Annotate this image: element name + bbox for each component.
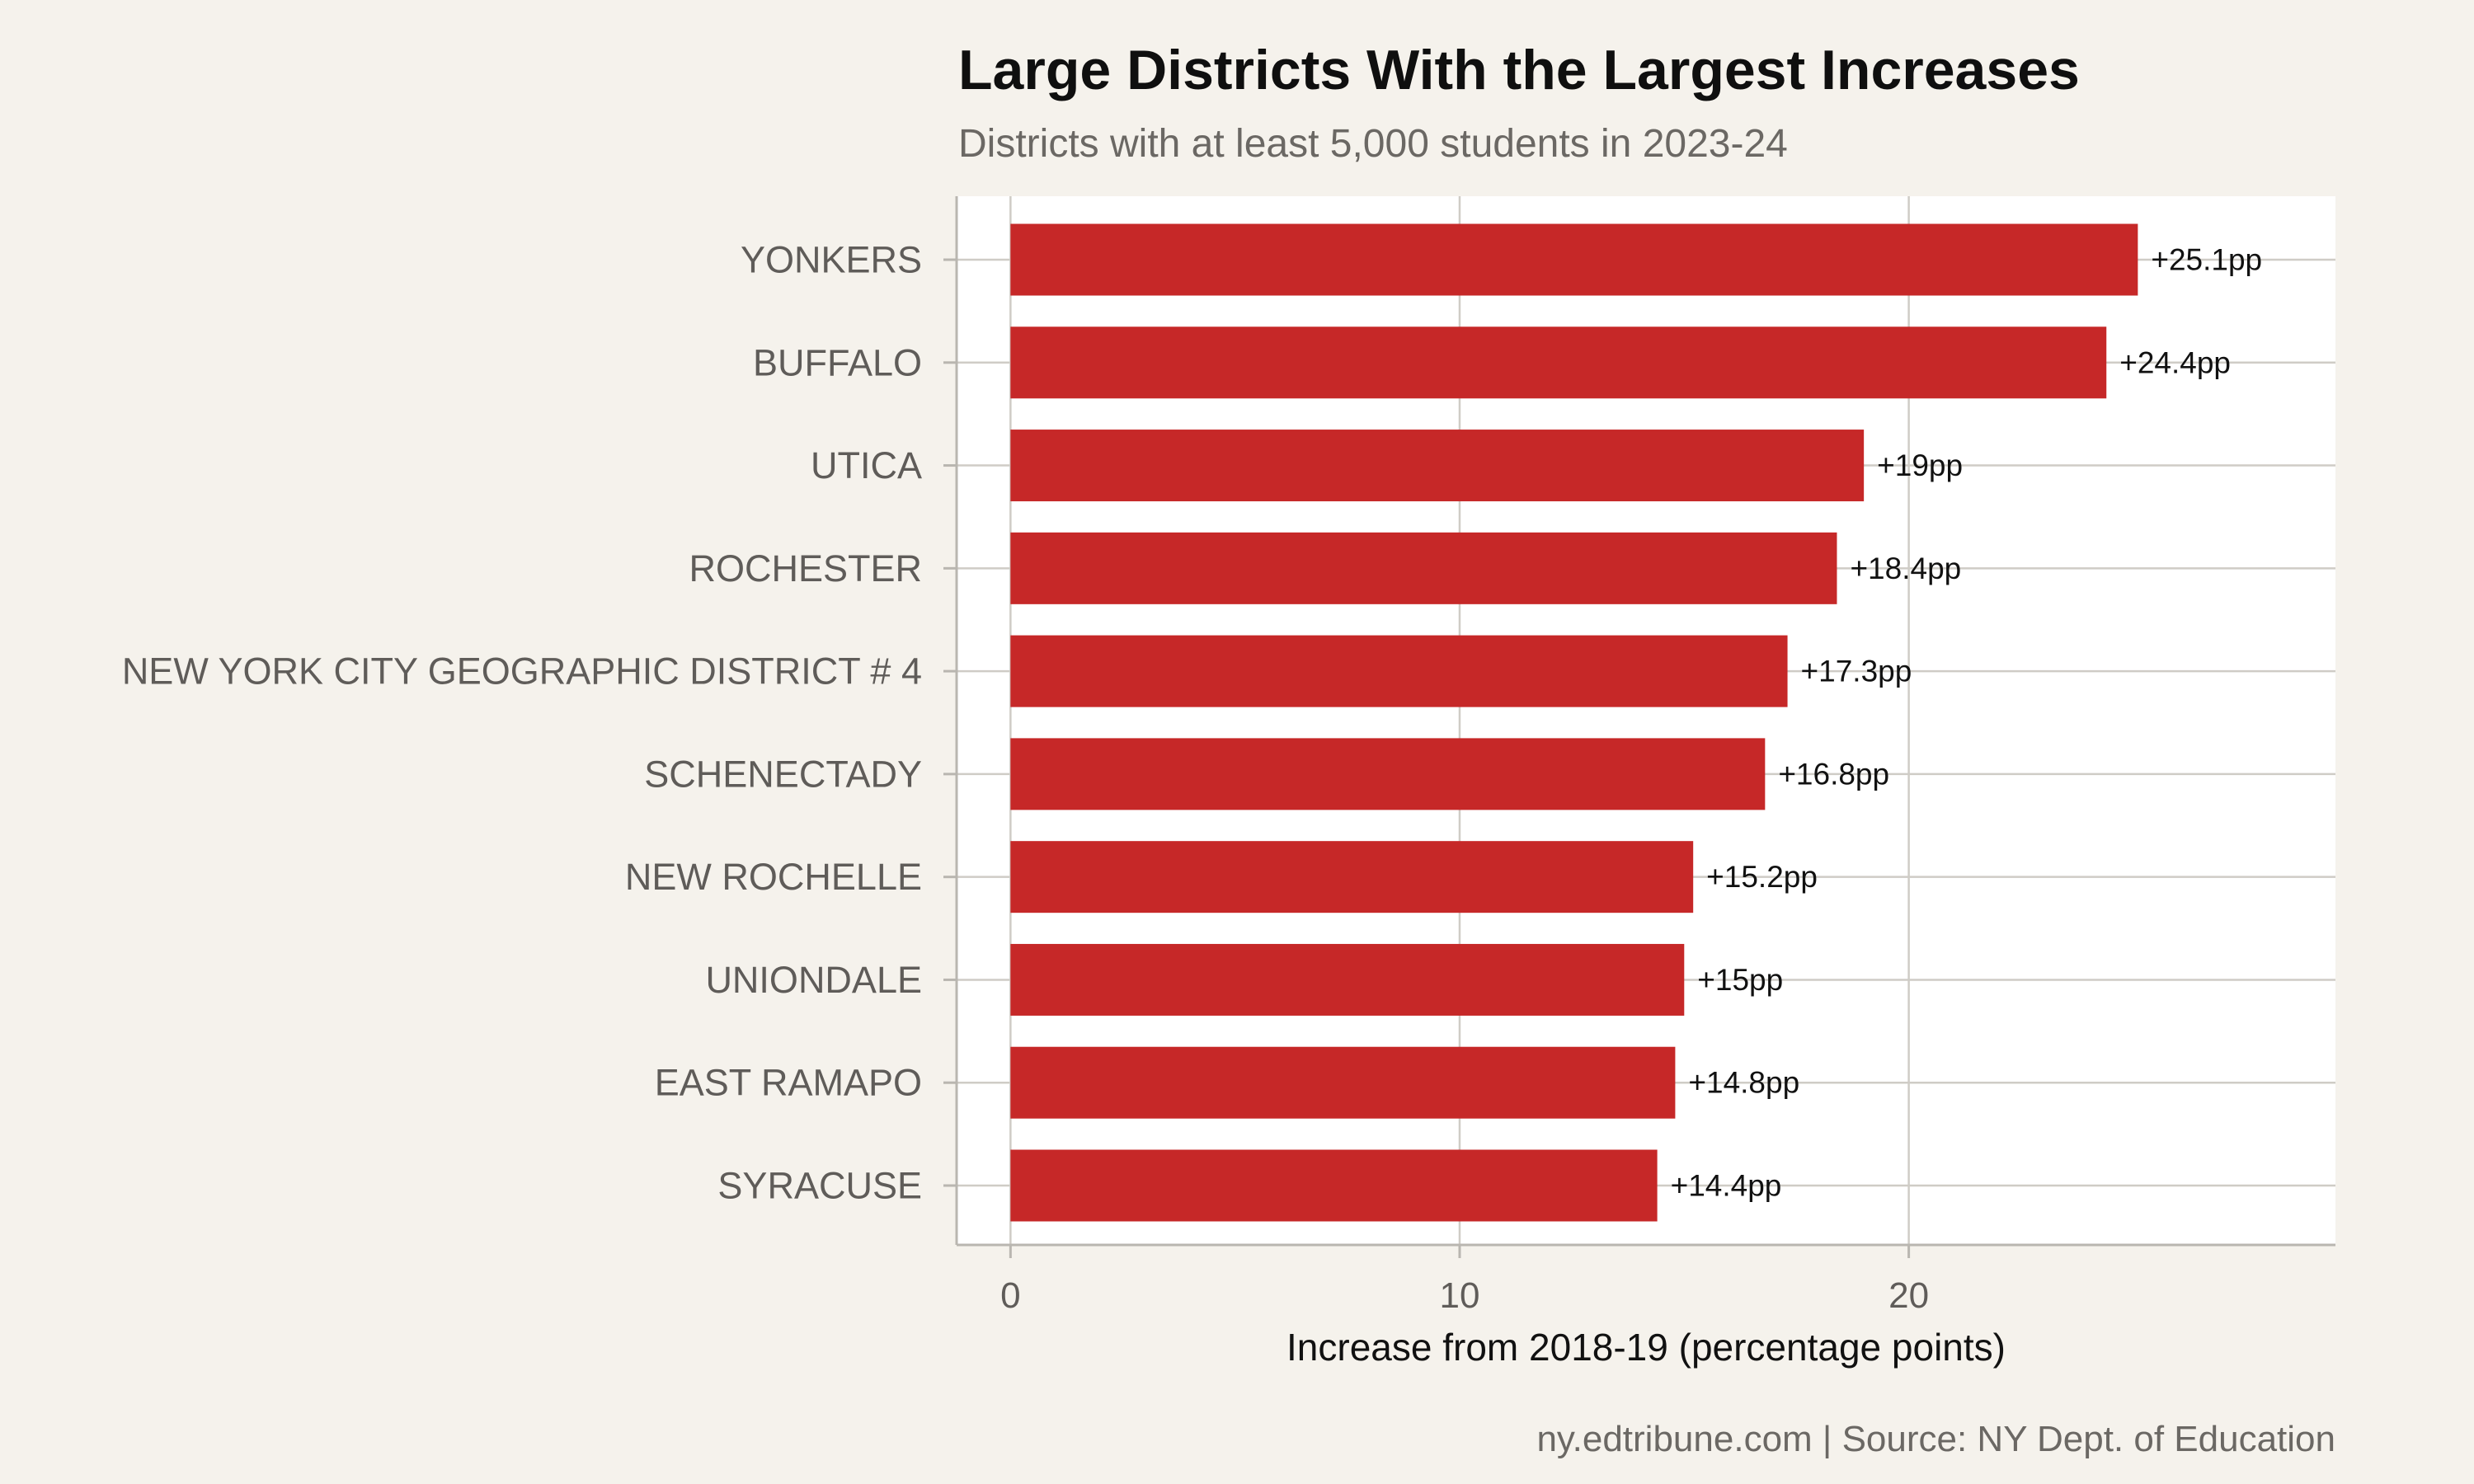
- x-tick-labels: 0 10 20: [1000, 1275, 1929, 1316]
- bar: [1010, 841, 1694, 913]
- bars: [1010, 223, 2138, 1222]
- value-label: +14.8pp: [1688, 1066, 1799, 1100]
- bar: [1010, 326, 2107, 399]
- category-label: YONKERS: [741, 239, 922, 281]
- value-label: +15pp: [1697, 963, 1783, 997]
- bar: [1010, 1046, 1676, 1119]
- category-label: NEW YORK CITY GEOGRAPHIC DISTRICT # 4: [122, 650, 922, 693]
- bar: [1010, 1149, 1658, 1222]
- category-label: BUFFALO: [753, 341, 922, 383]
- value-label: +15.2pp: [1706, 860, 1818, 894]
- bar: [1010, 738, 1766, 810]
- chart-subtitle: Districts with at least 5,000 students i…: [958, 122, 1788, 166]
- x-axis-label: Increase from 2018-19 (percentage points…: [1286, 1326, 2006, 1369]
- category-labels: YONKERS BUFFALO UTICA ROCHESTER NEW YORK CIT…: [122, 239, 922, 1207]
- value-label: +25.1pp: [2151, 243, 2262, 277]
- category-label: UTICA: [811, 444, 922, 486]
- value-label: +16.8pp: [1778, 757, 1889, 791]
- x-tick-label: 20: [1888, 1275, 1929, 1316]
- bar: [1010, 943, 1685, 1016]
- chart-title: Large Districts With the Largest Increas…: [958, 39, 2080, 101]
- value-label: +24.4pp: [2119, 345, 2231, 379]
- value-label: +18.4pp: [1850, 552, 1961, 585]
- x-tick-label: 0: [1000, 1275, 1020, 1316]
- category-label: SYRACUSE: [717, 1165, 922, 1207]
- axes: [943, 196, 2335, 1258]
- bar: [1010, 223, 2138, 296]
- value-labels: +25.1pp +24.4pp +19pp +18.4pp +17.3pp +16.8pp…: [1671, 243, 2263, 1203]
- bar: [1010, 635, 1788, 707]
- value-label: +17.3pp: [1801, 655, 1912, 688]
- bar: [1010, 430, 1865, 502]
- chart-caption: ny.edtribune.com | Source: NY Dept. of E…: [1536, 1419, 2335, 1459]
- x-tick-label: 10: [1440, 1275, 1480, 1316]
- category-label: SCHENECTADY: [644, 753, 922, 795]
- category-label: UNIONDALE: [705, 959, 922, 1001]
- value-label: +19pp: [1877, 448, 1963, 482]
- bar: [1010, 532, 1837, 604]
- value-label: +14.4pp: [1671, 1169, 1782, 1203]
- category-label: EAST RAMAPO: [655, 1062, 922, 1104]
- category-label: NEW ROCHELLE: [625, 856, 922, 898]
- category-label: ROCHESTER: [689, 547, 922, 589]
